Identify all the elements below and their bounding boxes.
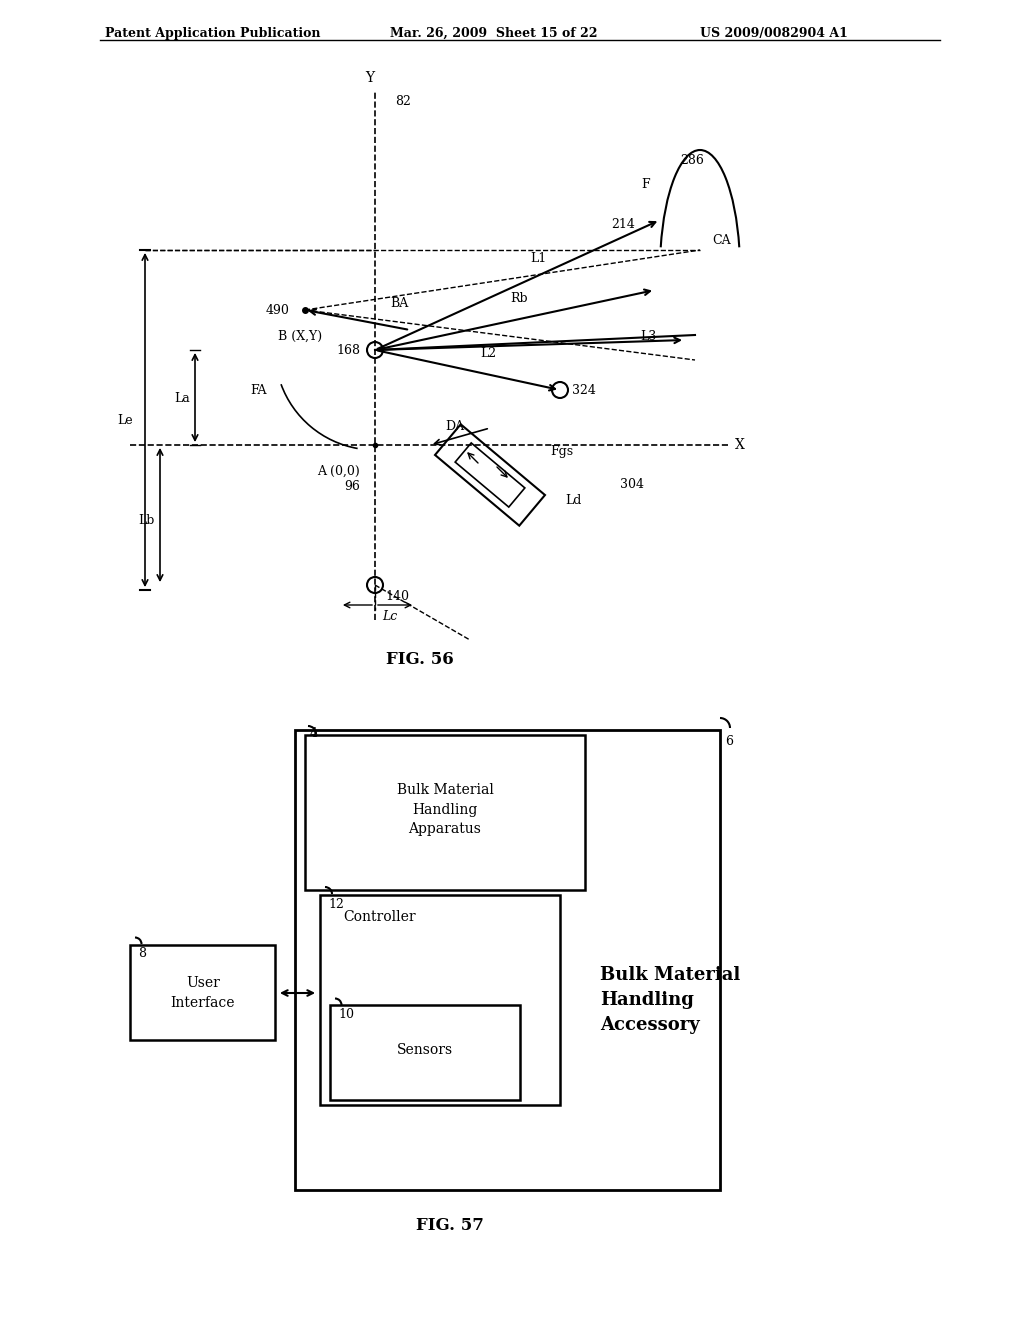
Text: Bulk Material
Handling
Apparatus: Bulk Material Handling Apparatus (396, 784, 494, 837)
Text: X: X (735, 438, 744, 451)
Text: FIG. 57: FIG. 57 (416, 1217, 484, 1233)
Bar (130, 945, 275, 1040)
Text: F: F (641, 178, 650, 191)
Text: 82: 82 (395, 95, 411, 108)
Text: Rb: Rb (510, 292, 527, 305)
Text: 490: 490 (266, 304, 290, 317)
Text: L1: L1 (530, 252, 546, 265)
Text: Sensors: Sensors (397, 1043, 453, 1057)
Bar (295, 730, 720, 1191)
Text: FIG. 56: FIG. 56 (386, 652, 454, 668)
Text: 4: 4 (310, 727, 318, 741)
Text: L2: L2 (480, 347, 496, 360)
Text: B (X,Y): B (X,Y) (278, 330, 323, 343)
Bar (319, 895, 560, 1105)
Text: 214: 214 (611, 219, 635, 231)
Text: Bulk Material
Handling
Accessory: Bulk Material Handling Accessory (600, 966, 740, 1034)
Text: L3: L3 (640, 330, 656, 343)
Text: US 2009/0082904 A1: US 2009/0082904 A1 (700, 26, 848, 40)
Text: 324: 324 (572, 384, 596, 396)
Text: Ld: Ld (565, 494, 582, 507)
Text: 96: 96 (344, 480, 360, 492)
Text: Le: Le (118, 413, 133, 426)
Text: DA: DA (445, 420, 464, 433)
Text: 10: 10 (338, 1008, 354, 1020)
Text: BA: BA (390, 297, 409, 310)
Text: Lc: Lc (382, 610, 397, 623)
Text: User
Interface: User Interface (171, 977, 236, 1010)
Text: 6: 6 (725, 735, 733, 748)
Text: Fgs: Fgs (550, 445, 573, 458)
Text: Y: Y (366, 71, 375, 84)
Text: FA: FA (250, 384, 266, 396)
Text: A (0,0): A (0,0) (317, 465, 360, 478)
Text: 12: 12 (328, 898, 344, 911)
Text: Patent Application Publication: Patent Application Publication (105, 26, 321, 40)
Text: Controller: Controller (344, 909, 417, 924)
Text: 286: 286 (680, 153, 703, 166)
Bar (330, 1005, 520, 1100)
Text: Mar. 26, 2009  Sheet 15 of 22: Mar. 26, 2009 Sheet 15 of 22 (390, 26, 597, 40)
Text: 8: 8 (138, 946, 146, 960)
Text: La: La (174, 392, 190, 404)
Bar (305, 735, 585, 890)
Text: 140: 140 (385, 590, 409, 603)
Text: CA: CA (712, 234, 731, 247)
Text: 304: 304 (620, 479, 644, 491)
Text: 168: 168 (336, 343, 360, 356)
Text: Lb: Lb (138, 513, 155, 527)
